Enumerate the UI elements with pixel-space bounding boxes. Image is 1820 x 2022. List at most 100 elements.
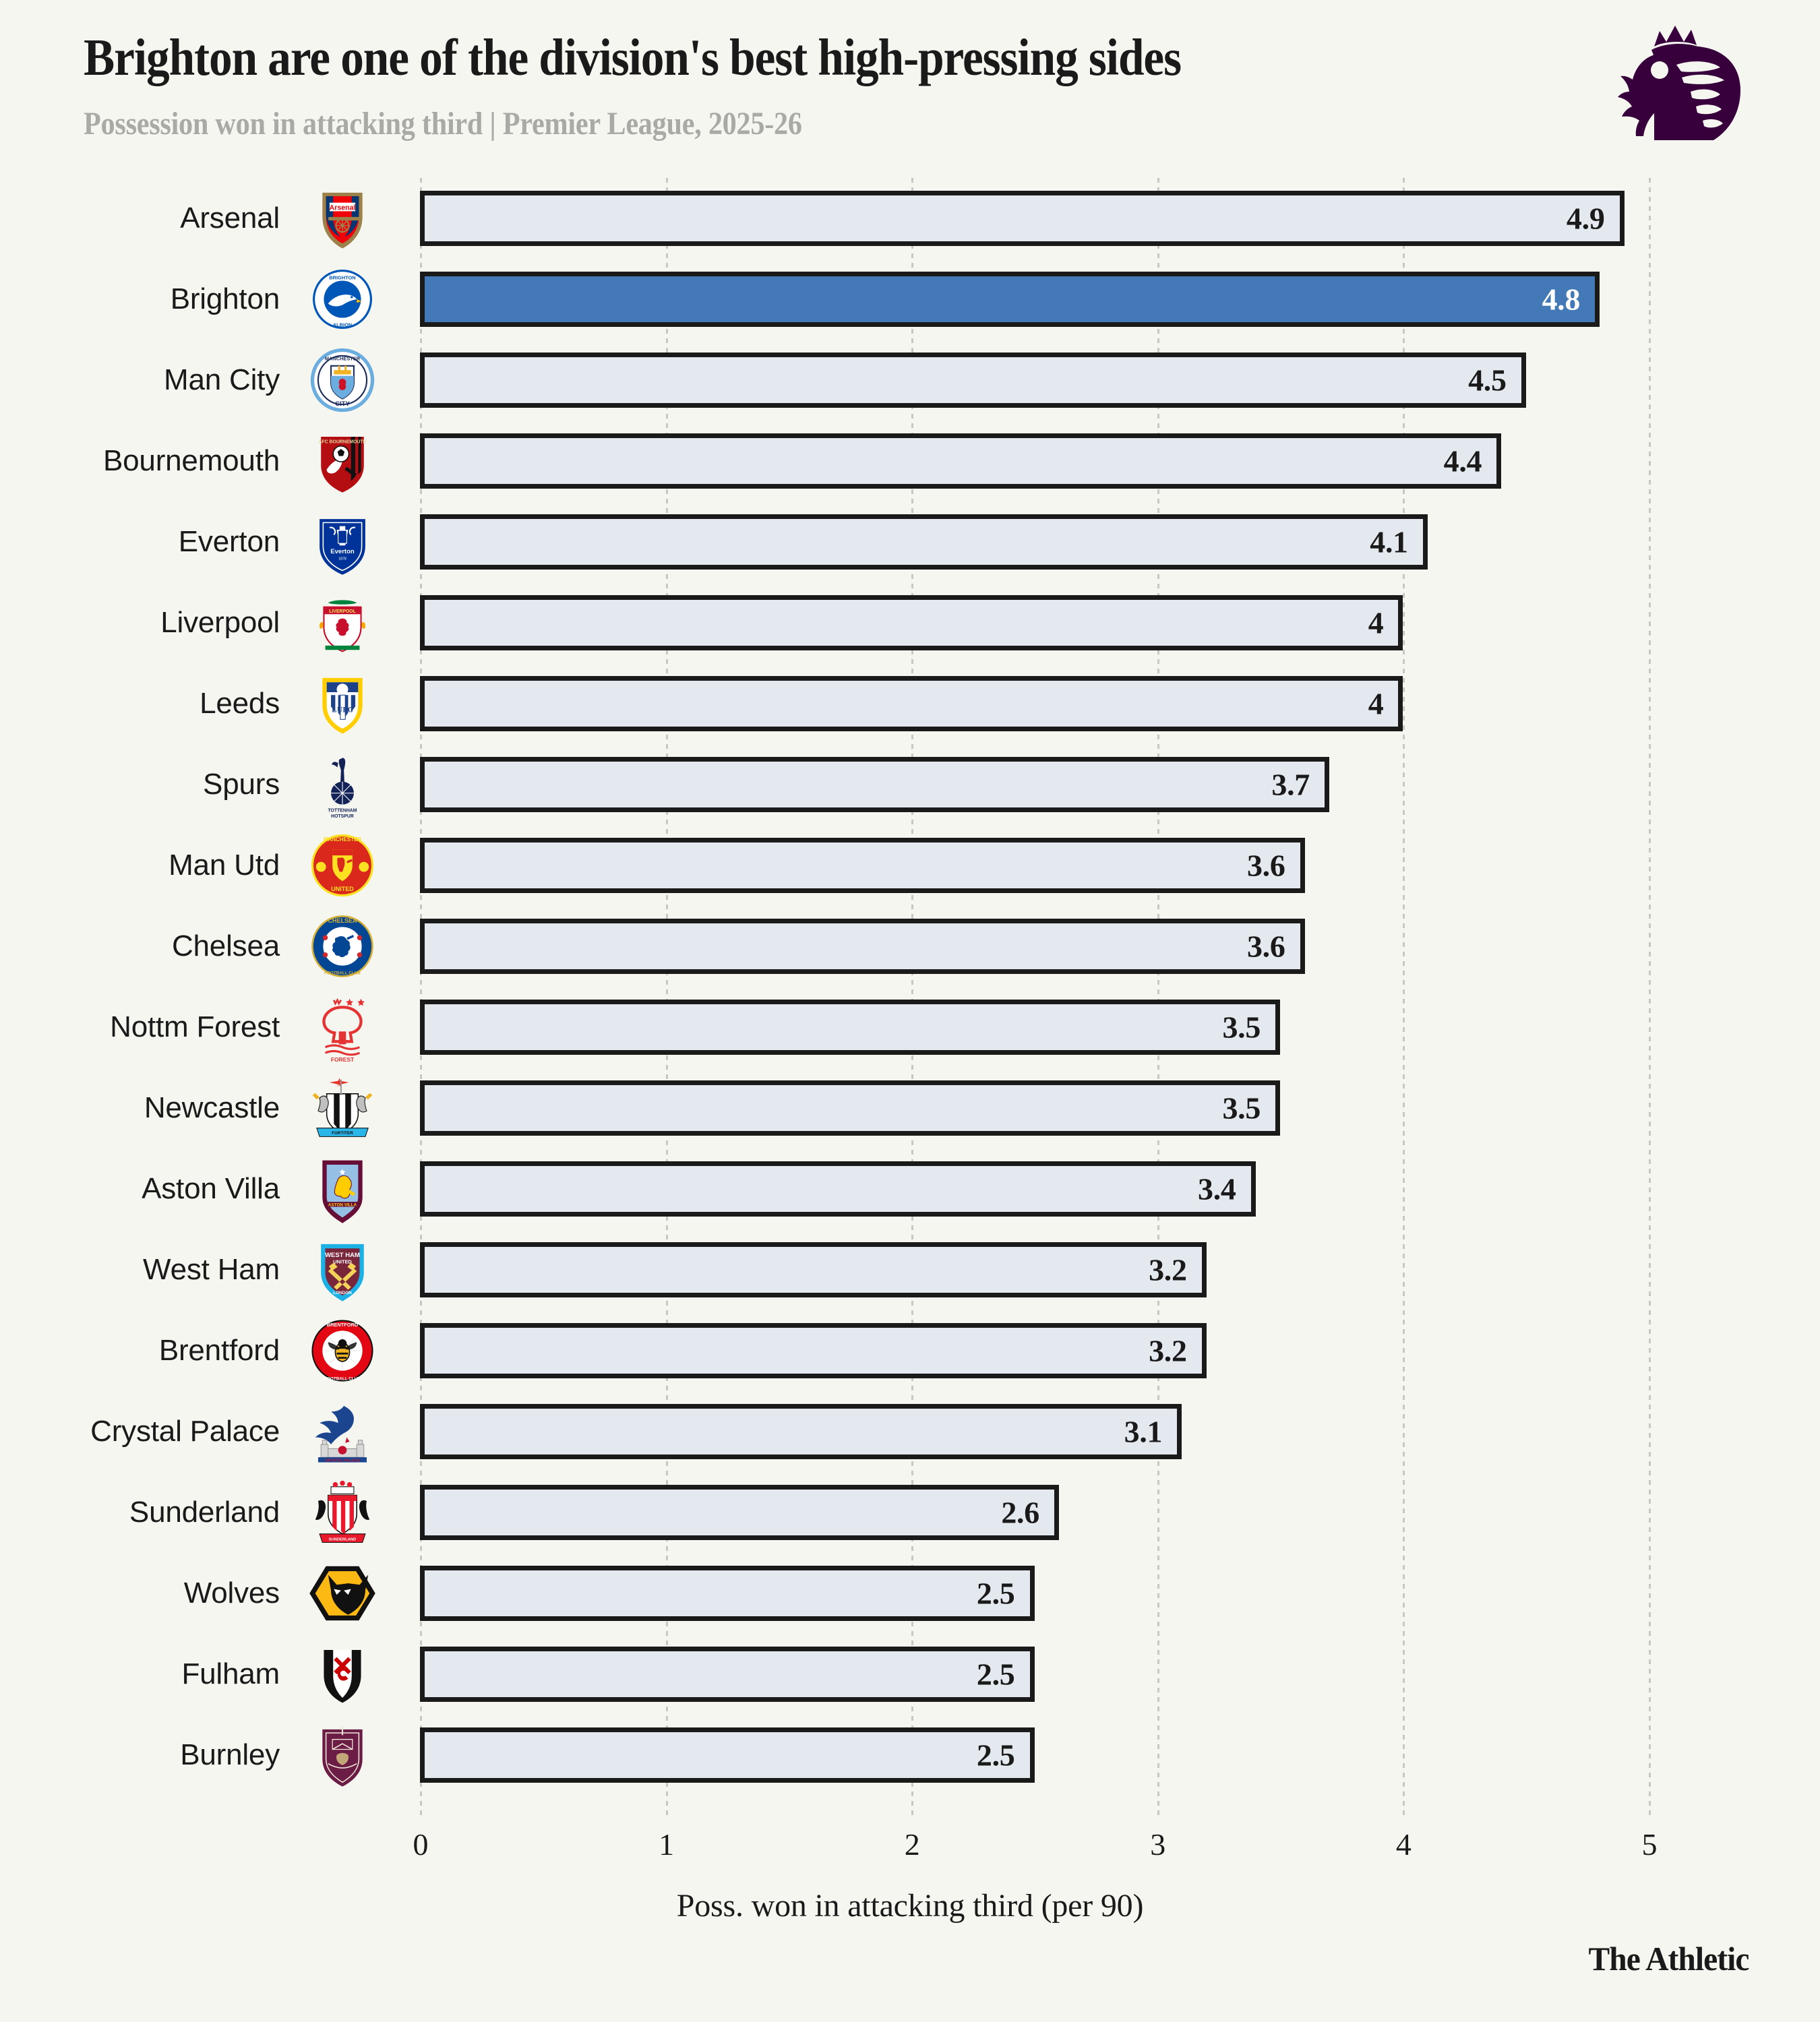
- bar: 3.6: [420, 838, 1305, 893]
- bar: 3.5: [420, 1080, 1281, 1136]
- bar-value-label: 2.5: [976, 1576, 1015, 1611]
- team-name-label: Spurs: [203, 768, 280, 801]
- svg-text:1878: 1878: [338, 557, 346, 561]
- bar-value-label: 2.5: [976, 1657, 1015, 1692]
- svg-text:HOTSPUR: HOTSPUR: [331, 814, 354, 819]
- bar: 3.7: [420, 757, 1330, 812]
- svg-text:LONDON: LONDON: [333, 1291, 352, 1295]
- team-name-label: Nottm Forest: [110, 1010, 280, 1043]
- team-name-label: Arsenal: [180, 202, 280, 235]
- x-axis: 0 1 2 3 4 5: [0, 1816, 1820, 1876]
- bar: 2.5: [420, 1647, 1035, 1702]
- svg-text:MANCHESTER: MANCHESTER: [324, 836, 361, 842]
- bar-highlighted: 4.8: [420, 272, 1600, 327]
- bar: 3.2: [420, 1323, 1207, 1378]
- team-name-label: Newcastle: [144, 1091, 280, 1124]
- svg-text:FOOTBALL CLUB: FOOTBALL CLUB: [324, 1376, 361, 1381]
- svg-text:SUNDERLAND: SUNDERLAND: [329, 1537, 357, 1541]
- team-name-label: West Ham: [143, 1253, 280, 1286]
- team-name-label: Man Utd: [169, 849, 280, 882]
- everton-crest-icon: Everton 1878: [307, 506, 378, 578]
- page-title: Brighton are one of the division's best …: [84, 28, 1182, 86]
- bar-value-label: 4.4: [1443, 443, 1482, 479]
- bar: 2.5: [420, 1566, 1035, 1621]
- svg-text:CHELSEA: CHELSEA: [328, 917, 357, 924]
- chart-row: West Ham WEST HAM UNITED LONDON 3.2: [0, 1229, 1820, 1310]
- man-city-crest-icon: MANCHESTER CITY: [307, 344, 378, 416]
- liverpool-crest-icon: LIVERPOOL: [307, 587, 378, 658]
- svg-text:FORTITER: FORTITER: [332, 1131, 353, 1136]
- bar-value-label: 3.5: [1222, 1010, 1261, 1045]
- x-axis-tick-label: 0: [413, 1827, 429, 1862]
- svg-text:Arsenal: Arsenal: [330, 204, 356, 212]
- bar-value-label: 2.6: [1001, 1495, 1039, 1530]
- x-axis-title: Poss. won in attacking third (per 90): [676, 1888, 1144, 1924]
- bar-value-label: 3.7: [1271, 767, 1310, 802]
- team-name-label: Bournemouth: [103, 444, 280, 477]
- svg-text:CRYSTAL PALACE: CRYSTAL PALACE: [325, 1459, 360, 1463]
- bar-value-label: 2.5: [976, 1738, 1015, 1773]
- bar-value-label: 3.6: [1246, 929, 1285, 964]
- bar: 4.9: [420, 191, 1625, 246]
- x-axis-tick-label: 1: [659, 1827, 675, 1862]
- bar: 3.1: [420, 1404, 1182, 1459]
- arsenal-crest-icon: Arsenal: [307, 183, 378, 254]
- bar: 4.1: [420, 514, 1428, 570]
- chart-row: Brighton BRIGHTON ALBION 4.8: [0, 259, 1820, 340]
- svg-text:LUFC: LUFC: [332, 706, 353, 714]
- bar: 4: [420, 676, 1403, 731]
- svg-text:CITY: CITY: [335, 400, 350, 408]
- premier-league-lion-logo: [1612, 15, 1747, 140]
- team-name-label: Aston Villa: [142, 1172, 280, 1205]
- crystal-palace-crest-icon: CRYSTAL PALACE: [307, 1396, 378, 1467]
- newcastle-crest-icon: FORTITER: [307, 1072, 378, 1144]
- bar: 3.2: [420, 1242, 1207, 1297]
- x-axis-tick-label: 4: [1395, 1827, 1412, 1862]
- chart-row: Newcastle FORTITER 3.5: [0, 1068, 1820, 1148]
- chart-subtitle: Possession won in attacking third | Prem…: [84, 106, 802, 142]
- chart-row: Wolves 2.5: [0, 1553, 1820, 1634]
- bar: 2.5: [420, 1727, 1035, 1783]
- chelsea-crest-icon: CHELSEA FOOTBALL CLUB: [307, 911, 378, 982]
- bar-value-label: 4.5: [1468, 363, 1507, 398]
- bar: 2.6: [420, 1485, 1059, 1540]
- chart-row: Bournemouth AFC BOURNEMOUTH 4.4: [0, 421, 1820, 501]
- chart-row: Spurs TOTTENHAM HOTSPUR 3.7: [0, 744, 1820, 825]
- bar: 4.4: [420, 433, 1502, 489]
- chart-header: Brighton are one of the division's best …: [0, 0, 1820, 175]
- x-axis-tick-label: 5: [1641, 1827, 1658, 1862]
- chart-row: Burnley 2.5: [0, 1715, 1820, 1796]
- bar-value-label: 3.6: [1246, 848, 1285, 883]
- bar-value-label: 3.2: [1149, 1252, 1187, 1287]
- brighton-crest-icon: BRIGHTON ALBION: [307, 264, 378, 335]
- team-name-label: Man City: [164, 363, 280, 396]
- spurs-crest-icon: TOTTENHAM HOTSPUR: [307, 749, 378, 820]
- bar: 3.4: [420, 1161, 1256, 1217]
- bar-value-label: 4: [1368, 605, 1384, 640]
- svg-text:FOREST: FOREST: [331, 1056, 355, 1063]
- team-name-label: Brentford: [158, 1334, 280, 1367]
- x-axis-tick-label: 2: [904, 1827, 920, 1862]
- bar-chart: Arsenal Arsenal 4.9 Brighton BRIGHTON ALBION 4…: [0, 178, 1820, 1836]
- team-name-label: Liverpool: [160, 606, 280, 639]
- bar: 3.6: [420, 919, 1305, 974]
- svg-text:ALBION: ALBION: [333, 321, 352, 328]
- svg-text:FOOTBALL CLUB: FOOTBALL CLUB: [324, 971, 361, 975]
- burnley-crest-icon: [307, 1719, 378, 1791]
- chart-row: Everton Everton 1878 4.1: [0, 501, 1820, 582]
- bar-value-label: 4.9: [1566, 201, 1605, 236]
- bar-value-label: 4.1: [1370, 524, 1408, 559]
- svg-text:UNITED: UNITED: [333, 1258, 352, 1264]
- svg-text:LIVERPOOL: LIVERPOOL: [329, 609, 356, 614]
- chart-row: Liverpool LIVERPOOL 4: [0, 582, 1820, 663]
- bar-value-label: 3.1: [1124, 1414, 1163, 1449]
- bar-value-label: 4.8: [1542, 282, 1581, 317]
- team-name-label: Brighton: [170, 282, 280, 315]
- svg-text:BRENTFORD: BRENTFORD: [327, 1322, 359, 1328]
- sunderland-crest-icon: SUNDERLAND: [307, 1477, 378, 1548]
- bar-value-label: 4: [1368, 686, 1384, 721]
- svg-text:TOTTENHAM: TOTTENHAM: [328, 808, 357, 813]
- fulham-crest-icon: [307, 1638, 378, 1710]
- chart-row: Leeds LUFC 4: [0, 663, 1820, 744]
- chart-row: Brentford BRENTFORD FOOTBALL CLUB 3.2: [0, 1310, 1820, 1391]
